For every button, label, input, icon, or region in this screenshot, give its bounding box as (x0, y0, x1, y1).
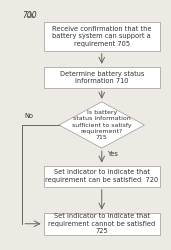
Text: 700: 700 (22, 11, 37, 20)
Polygon shape (59, 102, 144, 148)
FancyBboxPatch shape (44, 166, 160, 187)
Text: Is battery
status information
sufficient to satisfy
requirement?
715: Is battery status information sufficient… (72, 110, 131, 140)
Text: Set indicator to indicate that
requirement cannot be satisfied
725: Set indicator to indicate that requireme… (48, 213, 155, 234)
FancyBboxPatch shape (44, 67, 160, 88)
Text: Set indicator to indicate that
requirement can be satisfied  720: Set indicator to indicate that requireme… (45, 170, 158, 183)
Text: Determine battery status
information 710: Determine battery status information 710 (60, 71, 144, 84)
Text: No: No (25, 113, 34, 119)
Text: Receive confirmation that the
battery system can support a
requirement 705: Receive confirmation that the battery sy… (52, 26, 152, 47)
Text: Yes: Yes (108, 151, 119, 157)
FancyBboxPatch shape (44, 212, 160, 235)
FancyBboxPatch shape (44, 22, 160, 50)
